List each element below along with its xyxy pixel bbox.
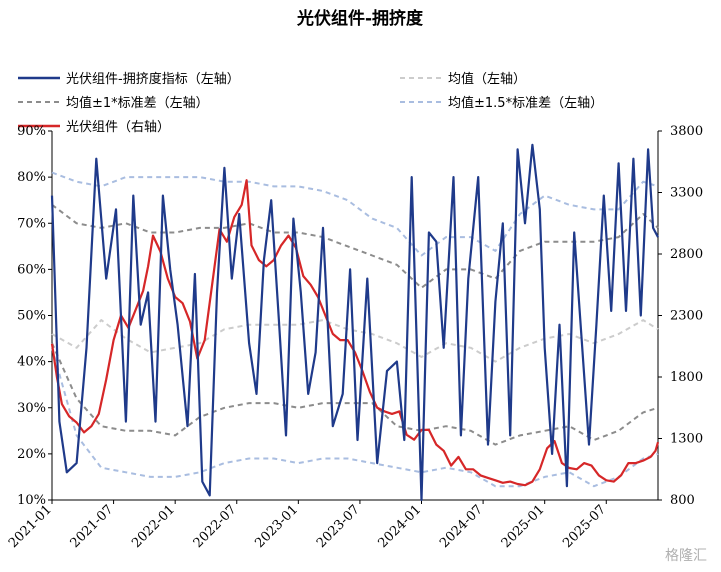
- left-tick-label: 40%: [17, 355, 46, 370]
- series-line-2: [51, 204, 659, 289]
- legend-label-std1: 均值±1*标准差（左轴）: [66, 95, 209, 111]
- right-tick-label: 800: [670, 493, 695, 508]
- x-tick-label: 2021-01: [6, 502, 55, 551]
- legend-label-crowding: 光伏组件-拥挤度指标（左轴）: [66, 71, 240, 87]
- legend-label-price: 光伏组件（右轴）: [66, 120, 170, 135]
- legend-label-std15: 均值±1.5*标准差（左轴）: [448, 95, 603, 111]
- x-tick-label: 2022-07: [191, 502, 240, 551]
- right-tick-label: 2800: [670, 247, 703, 262]
- series-line-3: [51, 171, 659, 257]
- legend-item-mean: 均值（左轴）: [400, 71, 526, 87]
- series-line-0: [50, 143, 659, 502]
- legend-item-crowding: 光伏组件-拥挤度指标（左轴）: [18, 71, 240, 87]
- legend-label-mean: 均值（左轴）: [448, 71, 526, 87]
- x-tick-label: 2024-01: [376, 502, 425, 551]
- left-tick-label: 90%: [17, 124, 46, 139]
- series-line-4: [50, 179, 660, 487]
- x-tick-label: 2025-01: [499, 502, 548, 551]
- left-tick-label: 60%: [17, 262, 46, 277]
- right-tick-label: 1800: [670, 370, 703, 385]
- x-tick-label: 2022-01: [129, 502, 178, 551]
- left-tick-label: 10%: [17, 493, 46, 508]
- watermark-logo: 格隆汇: [665, 548, 707, 564]
- right-tick-label: 2300: [670, 309, 703, 324]
- left-tick-label: 80%: [17, 170, 46, 185]
- left-tick-label: 20%: [17, 447, 46, 462]
- series-layer: [50, 143, 660, 502]
- axes: 90% 80% 70% 60% 50% 40% 30% 20% 10% 3800 3300 2800 2…: [6, 124, 703, 551]
- legend: 光伏组件-拥挤度指标（左轴） 均值（左轴） 均值±1*标准差（左轴） 均值±1.…: [18, 71, 603, 135]
- x-tick-label: 2024-07: [437, 502, 486, 551]
- left-tick-label: 30%: [17, 401, 46, 416]
- series-line-1: [51, 319, 659, 363]
- left-tick-label: 70%: [17, 216, 46, 231]
- legend-item-price: 光伏组件（右轴）: [18, 120, 170, 135]
- right-tick-label: 3300: [670, 186, 703, 201]
- chart-title: 光伏组件-拥挤度: [296, 8, 424, 29]
- x-tick-label: 2023-01: [252, 502, 301, 551]
- right-tick-label: 3800: [670, 124, 703, 139]
- legend-item-std1: 均值±1*标准差（左轴）: [18, 95, 209, 111]
- right-tick-label: 1300: [670, 432, 703, 447]
- x-tick-label: 2021-07: [68, 502, 117, 551]
- x-tick-label: 2023-07: [314, 502, 363, 551]
- left-tick-label: 50%: [17, 309, 46, 324]
- x-tick-label: 2025-07: [560, 502, 609, 551]
- legend-item-std15: 均值±1.5*标准差（左轴）: [400, 95, 603, 111]
